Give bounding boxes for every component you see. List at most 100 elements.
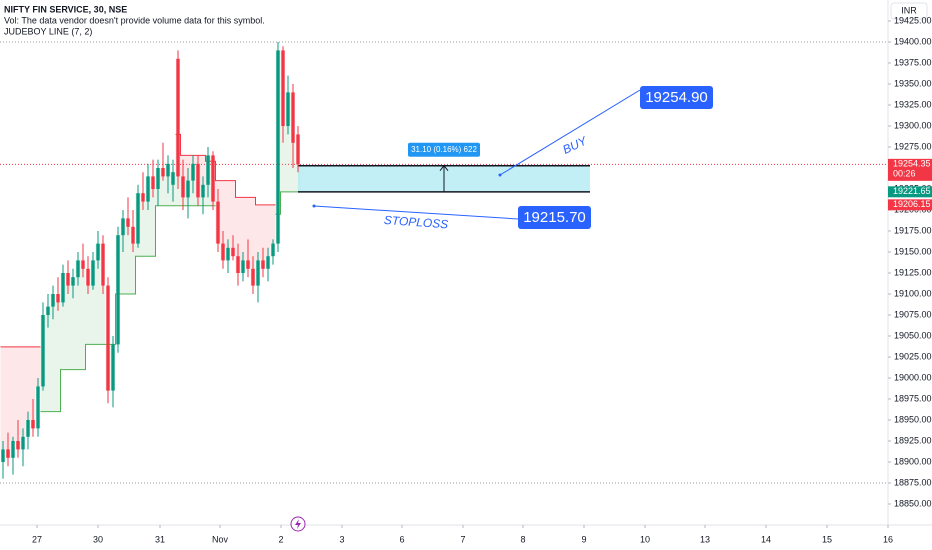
indicator-fill xyxy=(0,346,6,450)
candle-body xyxy=(126,218,130,227)
candle-body xyxy=(136,193,140,244)
candle-body xyxy=(131,226,135,244)
candle-body xyxy=(86,268,90,286)
candle-body xyxy=(121,218,125,236)
candle-body xyxy=(166,163,170,177)
indicator-fill xyxy=(245,197,251,269)
stop-box xyxy=(518,206,591,229)
candle-body xyxy=(221,243,225,261)
plot: 31.10 (0.16%) 622 xyxy=(0,41,888,484)
indicator-fill xyxy=(80,268,86,370)
y-tick-label: 19325.00 xyxy=(894,99,932,109)
indicator-fill xyxy=(15,346,21,450)
subtitle: Vol: The data vendor doesn't provide vol… xyxy=(4,15,265,25)
price-tag xyxy=(888,186,932,198)
y-tick-label: 19025.00 xyxy=(894,351,932,361)
candle-body xyxy=(211,155,215,202)
stoploss-line-end xyxy=(312,204,316,208)
candle-body xyxy=(246,260,250,269)
y-tick-label: 19075.00 xyxy=(894,309,932,319)
price-tag-label: 19254.35 xyxy=(893,159,931,169)
indicator-fill xyxy=(65,285,71,370)
candle-body xyxy=(11,441,15,458)
candle-body xyxy=(46,306,50,315)
x-tick-label: 15 xyxy=(822,534,832,544)
indicator-fill xyxy=(230,180,236,257)
y-tick-label: 19125.00 xyxy=(894,267,932,277)
candle-body xyxy=(26,420,30,437)
buy-line-end xyxy=(498,173,502,177)
candle-body xyxy=(266,256,270,269)
indicator-fill xyxy=(255,204,261,261)
candle-body xyxy=(276,50,280,244)
y-tick-label: 19425.00 xyxy=(894,15,932,25)
candle-body xyxy=(206,155,210,185)
candle-body xyxy=(16,441,20,450)
candle-body xyxy=(186,180,190,198)
x-tick-label: 31 xyxy=(155,534,165,544)
y-tick-label: 19275.00 xyxy=(894,141,932,151)
candle-body xyxy=(271,243,275,257)
indicator-fill xyxy=(35,346,41,387)
x-tick-label: 9 xyxy=(581,534,586,544)
candle-body xyxy=(251,268,255,286)
indicator-line xyxy=(40,205,216,413)
target-box xyxy=(640,86,713,109)
indicator-fill xyxy=(95,243,101,345)
x-tick-label: 8 xyxy=(520,534,525,544)
y-tick-label: 18850.00 xyxy=(894,498,932,508)
x-tick-label: 16 xyxy=(883,534,893,544)
candle-body xyxy=(51,294,55,307)
candle-body xyxy=(181,176,185,198)
indicator-fill xyxy=(280,126,286,192)
x-tick-label: 3 xyxy=(339,534,344,544)
indicator-name: JUDEBOY LINE (7, 2) xyxy=(4,26,92,36)
candle-body xyxy=(176,58,180,177)
candle-body xyxy=(281,50,285,126)
x-tick-label: Nov xyxy=(212,534,229,544)
candle-body xyxy=(56,294,60,303)
y-tick-label: 19300.00 xyxy=(894,120,932,130)
y-tick-label: 18975.00 xyxy=(894,393,932,403)
indicator-fill xyxy=(45,306,51,412)
y-tick-label: 18950.00 xyxy=(894,414,932,424)
candle-body xyxy=(116,235,120,345)
indicator-fill xyxy=(25,346,31,420)
candle-body xyxy=(36,386,40,429)
indicator-fill xyxy=(285,92,291,192)
y-tick-label: 18875.00 xyxy=(894,477,932,487)
indicator-fill xyxy=(10,346,16,441)
candle-body xyxy=(81,260,85,269)
candle-body xyxy=(91,260,95,286)
y-tick-label: 19050.00 xyxy=(894,330,932,340)
currency-button[interactable] xyxy=(890,2,928,20)
candle-body xyxy=(226,247,230,261)
candle-body xyxy=(196,163,200,198)
indicator-fill xyxy=(120,218,126,294)
y-tick-label: 19375.00 xyxy=(894,57,932,67)
indicator-fill xyxy=(225,180,231,248)
candle-body xyxy=(111,344,115,391)
y-tick-label: 19350.00 xyxy=(894,78,932,88)
stoploss-line xyxy=(313,205,519,220)
y-tick-label: 19100.00 xyxy=(894,288,932,298)
event-icon-bolt xyxy=(295,519,301,529)
candle-body xyxy=(201,184,205,198)
countdown: 00:26 xyxy=(893,169,916,179)
y-tick-label: 19000.00 xyxy=(894,372,932,382)
candle-body xyxy=(41,315,45,387)
indicator-fill xyxy=(90,260,96,345)
zone-label-box xyxy=(408,142,480,157)
indicator-line xyxy=(275,191,301,215)
indicator-line xyxy=(175,133,276,206)
x-tick-label: 27 xyxy=(32,534,42,544)
buy-line xyxy=(499,89,641,176)
x-tick-label: 30 xyxy=(93,534,103,544)
currency[interactable]: INR xyxy=(901,5,917,15)
candle-body xyxy=(291,92,295,143)
candle-body xyxy=(236,256,240,273)
indicator-fill xyxy=(160,176,166,206)
x-tick-label: 13 xyxy=(700,534,710,544)
indicator-fill xyxy=(60,273,66,370)
